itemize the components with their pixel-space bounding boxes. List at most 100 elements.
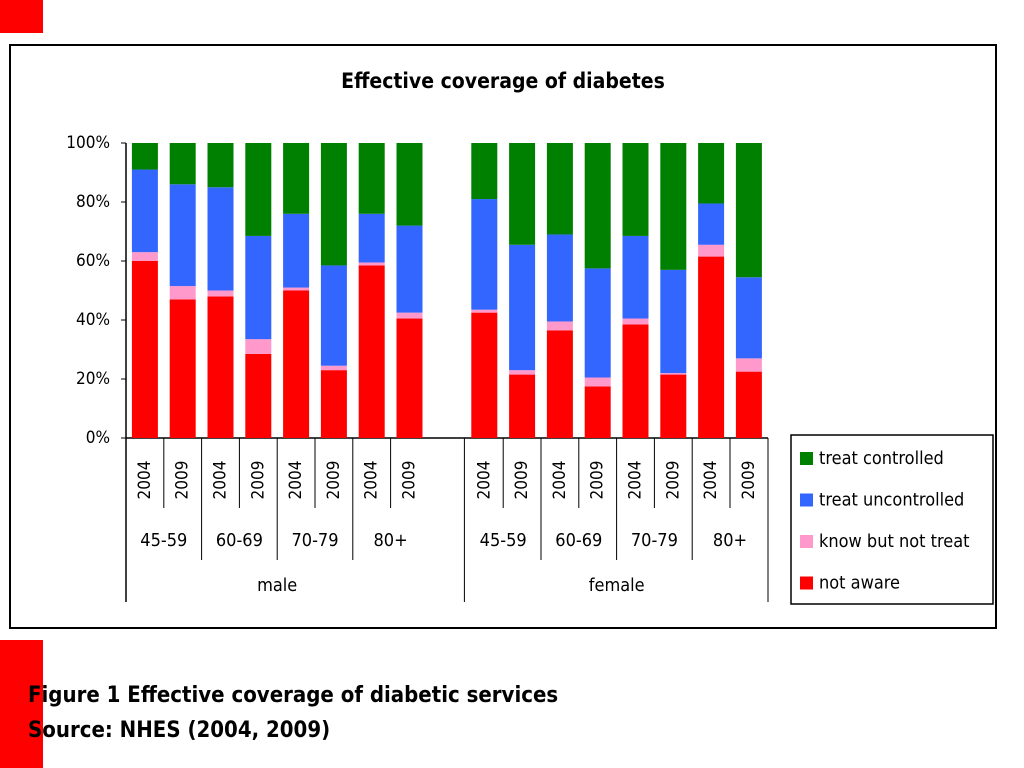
bar-segment xyxy=(169,286,196,300)
bar-segment xyxy=(546,330,573,438)
legend-swatch xyxy=(800,576,813,590)
age-group-label: 45-59 xyxy=(480,530,527,551)
bar-segment xyxy=(660,374,687,438)
legend-label: not aware xyxy=(819,573,900,594)
age-group-label: 70-79 xyxy=(291,530,338,551)
bar-segment xyxy=(245,339,272,354)
legend-label: treat controlled xyxy=(819,448,944,469)
age-group-label: 60-69 xyxy=(555,530,602,551)
age-group-label: 45-59 xyxy=(140,530,187,551)
bar-segment xyxy=(358,213,385,263)
x-tick-label: 2009 xyxy=(739,461,759,500)
x-tick-label: 2009 xyxy=(173,461,193,500)
bar-segment xyxy=(283,143,310,214)
y-tick-label: 20% xyxy=(76,369,110,389)
legend-label: know but not treat xyxy=(819,531,969,552)
y-tick-label: 80% xyxy=(76,192,110,212)
bar-segment xyxy=(396,143,423,226)
x-tick-label: 2009 xyxy=(663,461,683,500)
x-tick-label: 2004 xyxy=(286,461,306,500)
legend-box xyxy=(790,434,994,605)
sex-label: female xyxy=(589,575,645,596)
bar-segment xyxy=(245,353,272,438)
bar-segment xyxy=(735,143,762,278)
bar-segment xyxy=(660,373,687,375)
bar-segment xyxy=(546,234,573,322)
bar-segment xyxy=(546,143,573,235)
bar-segment xyxy=(622,143,649,236)
bar-segment xyxy=(169,184,196,287)
x-tick-label: 2004 xyxy=(135,461,155,500)
bar-segment xyxy=(471,143,498,200)
bar-segment xyxy=(622,235,649,319)
age-group-label: 80+ xyxy=(374,530,408,551)
bar-segment xyxy=(358,265,385,438)
bar-segment xyxy=(584,143,611,269)
bar-segment xyxy=(283,213,310,288)
corner-block xyxy=(0,0,43,33)
bar-segment xyxy=(471,312,498,438)
x-tick-label: 2009 xyxy=(324,461,344,500)
bar-segment xyxy=(358,143,385,214)
bar-segment xyxy=(131,169,158,253)
bar-segment xyxy=(396,225,423,313)
bar-segment xyxy=(320,365,347,371)
bar-segment xyxy=(320,265,347,366)
y-tick-label: 0% xyxy=(86,428,110,448)
bar-segment xyxy=(584,377,611,387)
bar-segment xyxy=(698,244,725,257)
legend-label: treat uncontrolled xyxy=(819,490,964,511)
x-tick-label: 2004 xyxy=(211,461,231,500)
bar-segment xyxy=(660,269,687,374)
x-tick-label: 2009 xyxy=(512,461,532,500)
bar-segment xyxy=(396,318,423,438)
bar-segment xyxy=(245,143,272,236)
bar-segment xyxy=(471,309,498,313)
bar-segment xyxy=(207,187,234,291)
bar-segment xyxy=(131,143,158,170)
age-group-label: 80+ xyxy=(713,530,747,551)
bar-segment xyxy=(509,244,536,371)
bar-segment xyxy=(396,312,423,319)
bar-segment xyxy=(169,143,196,185)
bar-segment xyxy=(358,262,385,266)
bar-segment xyxy=(169,299,196,438)
bar-segment xyxy=(283,287,310,291)
bar-segment xyxy=(509,374,536,438)
bar-segment xyxy=(622,318,649,325)
bar-segment xyxy=(131,252,158,261)
chart-title: Effective coverage of diabetes xyxy=(341,69,665,93)
x-tick-label: 2004 xyxy=(701,461,721,500)
bar-segment xyxy=(622,324,649,438)
y-tick-label: 100% xyxy=(66,133,110,153)
legend-swatch xyxy=(800,493,813,507)
legend-swatch xyxy=(800,452,813,465)
bar-segment xyxy=(320,143,347,266)
bar-segment xyxy=(207,290,234,297)
x-tick-label: 2009 xyxy=(588,461,608,500)
figure-caption: Figure 1 Effective coverage of diabetic … xyxy=(28,683,558,708)
x-tick-label: 2009 xyxy=(248,461,268,500)
bar-segment xyxy=(207,143,234,188)
bar-segment xyxy=(698,203,725,245)
bar-segment xyxy=(698,143,725,204)
bar-segment xyxy=(509,370,536,375)
bar-segment xyxy=(735,371,762,438)
sex-label: male xyxy=(257,575,297,596)
x-tick-label: 2004 xyxy=(362,461,382,500)
source-caption: Source: NHES (2004, 2009) xyxy=(28,718,330,743)
x-tick-label: 2004 xyxy=(474,461,494,500)
bar-segment xyxy=(320,370,347,438)
y-tick-label: 40% xyxy=(76,310,110,330)
bar-segment xyxy=(207,296,234,438)
side-block xyxy=(0,640,43,768)
legend-swatch xyxy=(800,535,813,548)
bar-segment xyxy=(660,143,687,270)
x-tick-label: 2009 xyxy=(400,461,420,500)
bar-segment xyxy=(546,321,573,331)
bar-segment xyxy=(131,261,158,438)
age-group-label: 70-79 xyxy=(631,530,678,551)
bar-segment xyxy=(471,199,498,310)
